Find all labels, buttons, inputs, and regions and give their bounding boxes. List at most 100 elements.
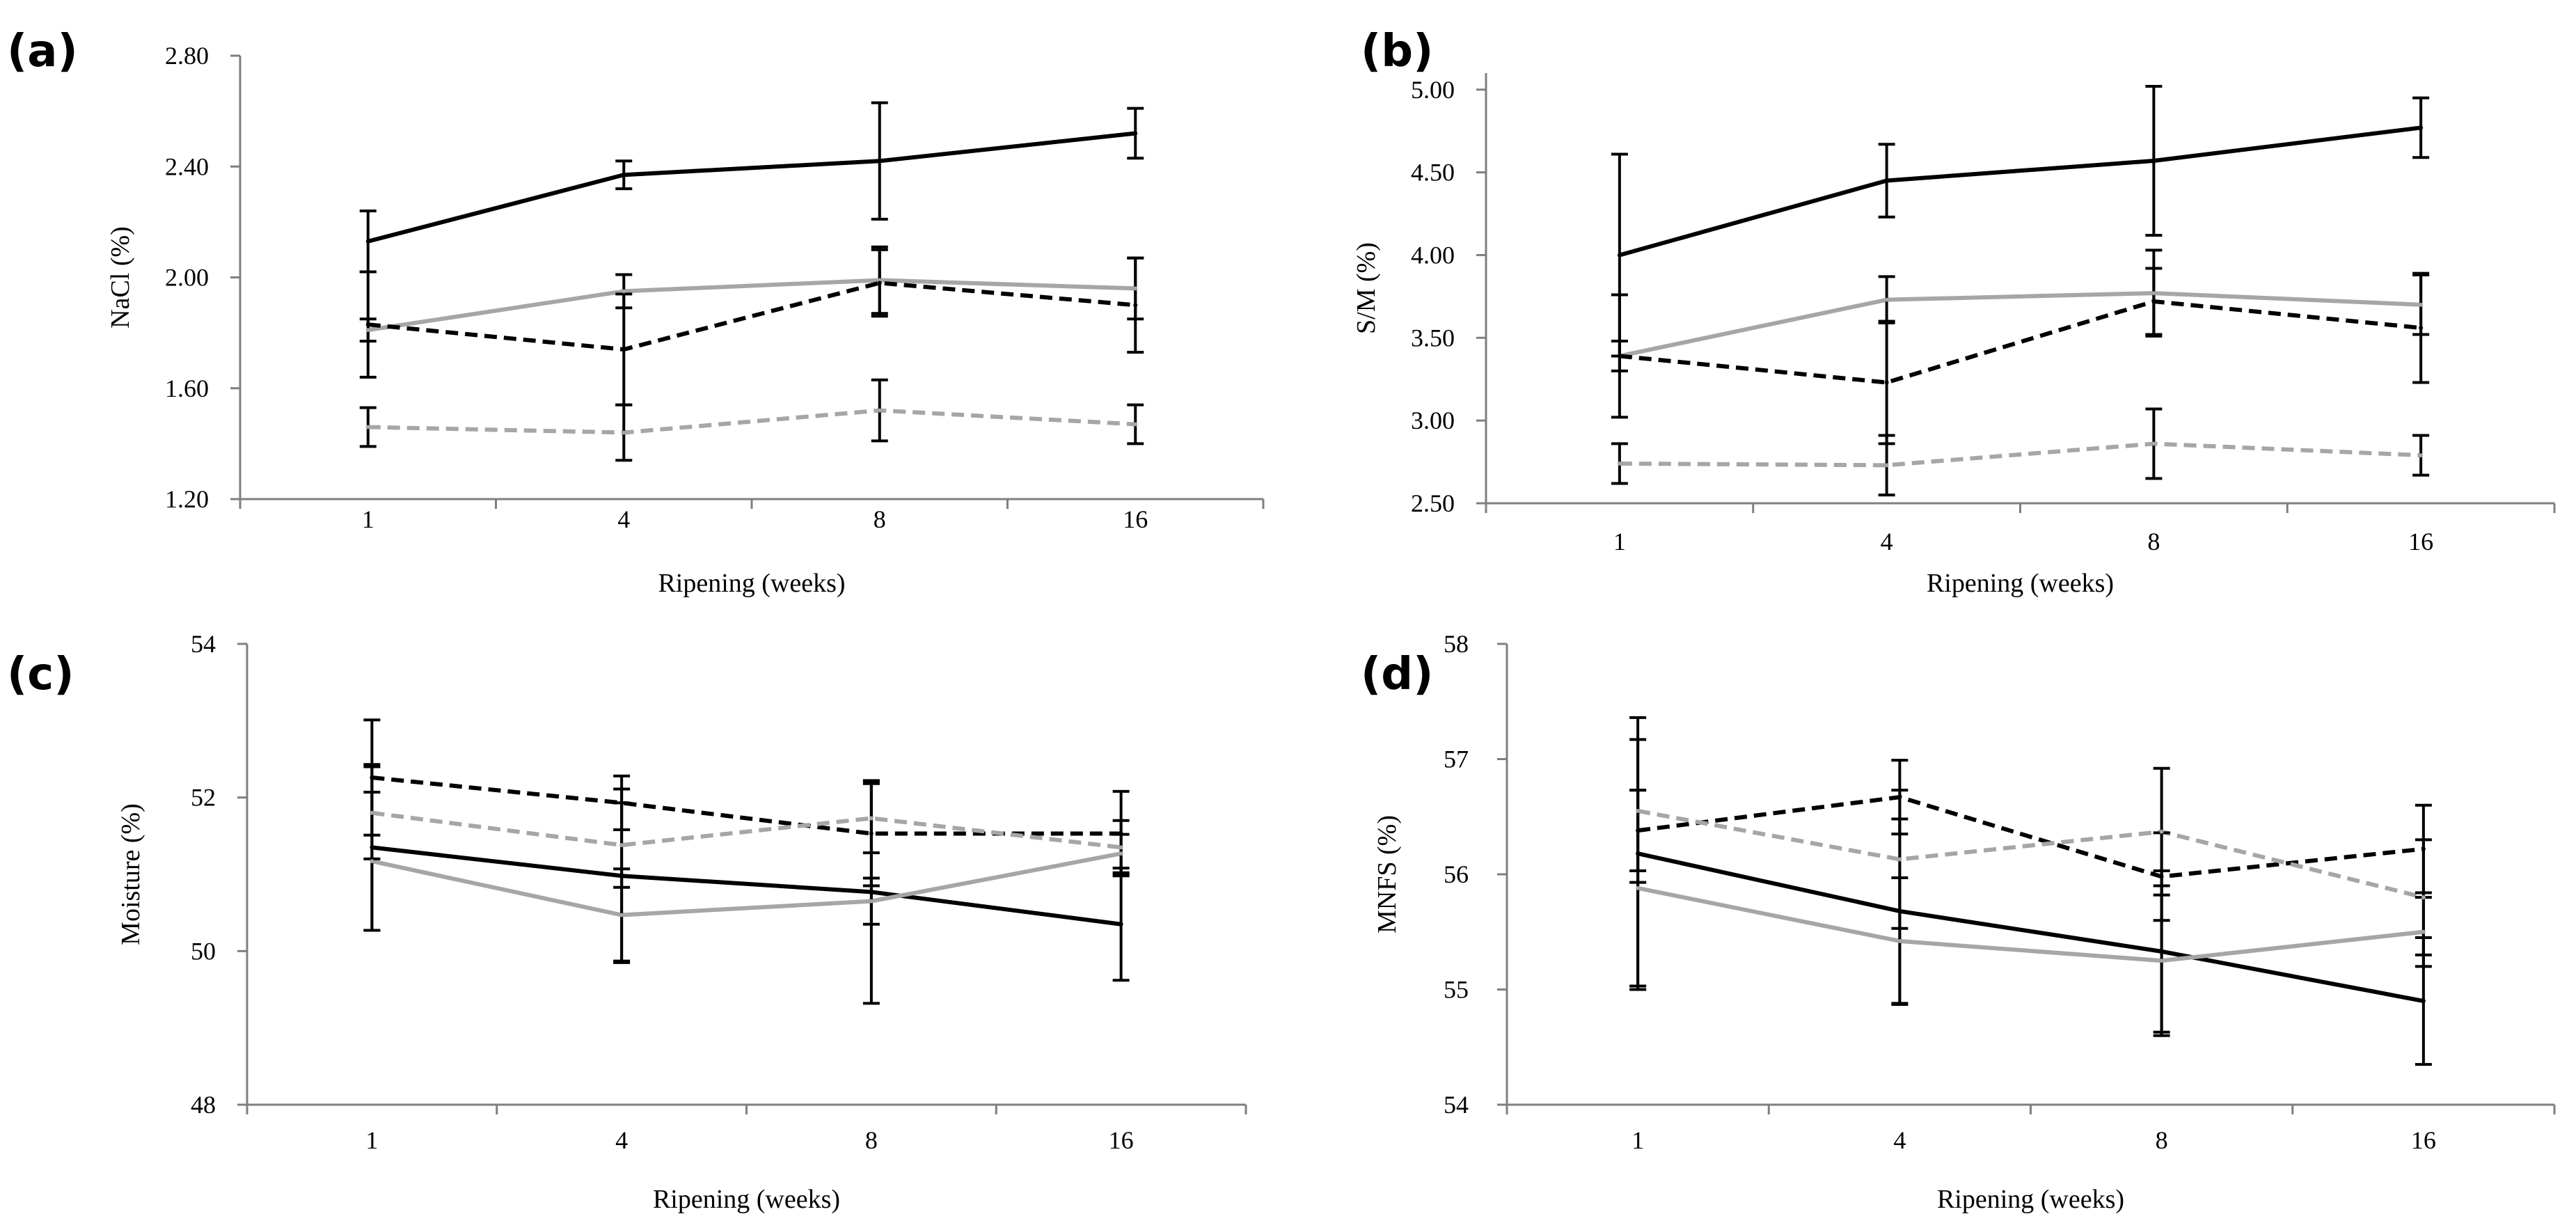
series-line: [371, 810, 1121, 850]
y-axis-title: S/M (%): [1352, 242, 1381, 334]
data-point: [2151, 158, 2156, 163]
data-point: [1133, 422, 1138, 427]
panel-letter: (c): [7, 649, 74, 700]
data-point: [2421, 929, 2426, 934]
y-tick-label: 2.80: [165, 42, 209, 70]
data-point: [619, 843, 624, 848]
data-point: [370, 775, 374, 780]
y-tick-label: 5.00: [1411, 76, 1455, 104]
data-point: [2151, 441, 2156, 446]
data-point: [1884, 297, 1889, 302]
x-axis-title: Ripening (weeks): [653, 1185, 840, 1214]
data-point: [365, 239, 370, 244]
data-point: [1119, 851, 1123, 856]
y-axis-title: MNFS (%): [1373, 815, 1402, 933]
series-line: [1619, 291, 2421, 358]
data-point: [1617, 354, 1622, 358]
series-line: [368, 278, 1136, 333]
data-point: [2419, 453, 2424, 458]
x-tick-label: 4: [615, 1126, 628, 1154]
x-tick-label: 1: [1613, 528, 1626, 555]
x-tick-label: 8: [2147, 528, 2160, 555]
y-tick-label: 54: [1444, 1091, 1469, 1119]
data-point: [2159, 949, 2164, 954]
y-tick-label: 4.50: [1411, 159, 1455, 187]
y-tick-label: 54: [191, 630, 216, 658]
x-axis-title: Ripening (weeks): [658, 569, 845, 598]
data-point: [1133, 303, 1138, 308]
chart-panel: (a) 1.20 1.60 2.00 2.40 2.80 1 4 8 16 Ripening (we…: [7, 26, 1265, 598]
y-tick-label: 50: [191, 937, 216, 965]
data-point: [622, 347, 626, 352]
data-point: [619, 913, 624, 917]
data-point: [370, 859, 374, 864]
data-point: [1897, 857, 1902, 862]
panel-letter: (a): [7, 26, 78, 77]
y-tick-label: 3.00: [1411, 407, 1455, 434]
series-line: [367, 131, 1136, 244]
data-point: [619, 874, 624, 878]
data-point: [1636, 851, 1641, 856]
data-point: [1636, 885, 1641, 890]
data-point: [2419, 125, 2424, 130]
y-tick-label: 2.00: [165, 264, 209, 292]
x-tick-label: 1: [365, 1126, 378, 1154]
data-point: [2159, 874, 2164, 879]
y-axis-title: NaCl (%): [106, 226, 135, 329]
x-tick-label: 16: [1109, 1126, 1134, 1154]
series-line: [1637, 809, 2424, 900]
data-point: [1617, 253, 1622, 258]
data-point: [869, 899, 874, 904]
data-point: [1884, 463, 1889, 468]
y-axis-title: Moisture (%): [116, 803, 145, 945]
x-axis-title: Ripening (weeks): [1927, 569, 2114, 598]
series-line: [1619, 125, 2421, 258]
series-line: [1637, 851, 2424, 1003]
data-point: [1897, 795, 1902, 800]
data-point: [1133, 286, 1138, 291]
series-line: [1619, 299, 2421, 385]
data-point: [1884, 380, 1889, 385]
panel-letter: (d): [1361, 649, 1433, 700]
data-point: [877, 159, 882, 164]
data-point: [622, 173, 626, 178]
data-point: [1897, 908, 1902, 913]
x-tick-label: 1: [1631, 1126, 1644, 1154]
y-tick-label: 1.60: [165, 374, 209, 402]
data-point: [365, 328, 370, 333]
data-point: [2159, 959, 2164, 963]
data-point: [877, 408, 882, 413]
data-point: [1897, 938, 1902, 943]
data-point: [1133, 131, 1138, 136]
y-tick-label: 55: [1444, 976, 1469, 1004]
data-point: [2151, 291, 2156, 296]
y-tick-label: 57: [1444, 746, 1469, 773]
series-line: [1619, 441, 2421, 468]
y-tick-label: 56: [1444, 860, 1469, 888]
data-point: [877, 281, 882, 285]
x-tick-label: 8: [874, 505, 886, 533]
series-line: [371, 851, 1122, 917]
chart-panel: (d) 54 55 56 57 58 1 4 8 16 Ripening (weeks) MNFS (…: [1361, 630, 2556, 1214]
panel-letter: (b): [1361, 26, 1433, 77]
data-point: [2419, 302, 2424, 307]
series-line: [1637, 885, 2424, 963]
x-tick-label: 4: [617, 505, 630, 533]
data-point: [1119, 922, 1123, 927]
data-point: [869, 816, 874, 821]
data-point: [622, 289, 626, 294]
series-line: [1637, 795, 2424, 879]
y-tick-label: 48: [191, 1091, 216, 1119]
data-point: [1119, 831, 1123, 836]
series-line: [368, 408, 1136, 435]
data-point: [365, 425, 370, 429]
data-point: [869, 890, 874, 894]
x-axis-title: Ripening (weeks): [1937, 1185, 2124, 1214]
x-tick-label: 4: [1893, 1126, 1906, 1154]
x-tick-label: 4: [1881, 528, 1893, 555]
data-point: [365, 322, 370, 327]
data-point: [1617, 461, 1622, 466]
series-line: [372, 845, 1122, 927]
x-tick-label: 8: [865, 1126, 878, 1154]
